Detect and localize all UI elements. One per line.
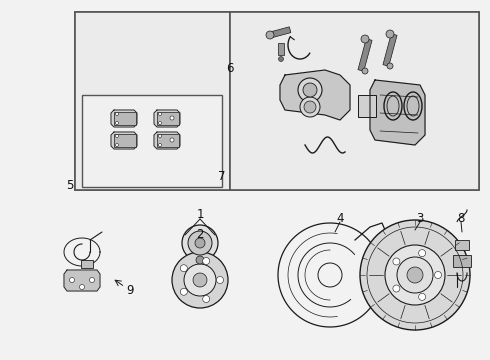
Polygon shape: [154, 132, 180, 149]
Bar: [358, 39, 372, 71]
Bar: [157, 112, 179, 125]
Circle shape: [116, 135, 119, 138]
Circle shape: [300, 97, 320, 117]
Text: 6: 6: [226, 62, 234, 75]
Circle shape: [158, 144, 162, 147]
Circle shape: [278, 57, 284, 62]
Bar: [82, 95, 222, 187]
Circle shape: [203, 257, 210, 265]
Circle shape: [196, 256, 204, 264]
Circle shape: [217, 276, 223, 284]
Bar: [75, 12, 479, 190]
Circle shape: [362, 68, 368, 74]
Circle shape: [170, 116, 174, 120]
Bar: [81, 260, 93, 268]
Circle shape: [418, 293, 426, 300]
Circle shape: [418, 249, 426, 257]
Circle shape: [303, 83, 317, 97]
Circle shape: [266, 31, 274, 39]
Circle shape: [79, 284, 84, 289]
Circle shape: [393, 258, 400, 265]
Circle shape: [435, 271, 441, 279]
Polygon shape: [111, 132, 137, 149]
Circle shape: [360, 220, 470, 330]
Bar: [230, 12, 479, 190]
Circle shape: [386, 30, 394, 38]
Bar: [453, 255, 471, 267]
Circle shape: [188, 231, 212, 255]
Polygon shape: [154, 110, 180, 127]
Text: 5: 5: [66, 179, 74, 192]
Circle shape: [158, 135, 162, 138]
Circle shape: [70, 278, 74, 283]
Bar: [114, 112, 136, 125]
Bar: [270, 27, 291, 38]
Text: 3: 3: [416, 212, 424, 225]
Text: 1: 1: [196, 207, 204, 220]
Circle shape: [387, 63, 393, 69]
Circle shape: [116, 122, 119, 125]
Bar: [278, 43, 284, 55]
Bar: [455, 240, 469, 250]
Circle shape: [195, 238, 205, 248]
Circle shape: [180, 288, 187, 295]
Circle shape: [180, 265, 187, 272]
Circle shape: [203, 296, 210, 302]
Circle shape: [193, 273, 207, 287]
Circle shape: [90, 278, 95, 283]
Circle shape: [170, 138, 174, 142]
Circle shape: [385, 245, 445, 305]
Text: 2: 2: [196, 228, 204, 240]
Polygon shape: [64, 270, 100, 291]
Circle shape: [304, 101, 316, 113]
Circle shape: [182, 225, 218, 261]
Polygon shape: [370, 80, 425, 145]
Bar: [383, 34, 397, 66]
Circle shape: [172, 252, 228, 308]
Circle shape: [158, 113, 162, 116]
Polygon shape: [111, 110, 137, 127]
Circle shape: [116, 113, 119, 116]
Circle shape: [116, 144, 119, 147]
Text: 9: 9: [126, 284, 134, 297]
Bar: [75, 12, 230, 190]
Bar: [358, 95, 376, 117]
Polygon shape: [280, 70, 350, 120]
Circle shape: [361, 35, 369, 43]
Circle shape: [397, 257, 433, 293]
Bar: [114, 134, 136, 147]
Circle shape: [298, 78, 322, 102]
Text: 7: 7: [218, 170, 226, 183]
Circle shape: [184, 264, 216, 296]
Bar: [157, 134, 179, 147]
Circle shape: [407, 267, 423, 283]
Circle shape: [393, 285, 400, 292]
Text: 4: 4: [336, 212, 344, 225]
Circle shape: [158, 122, 162, 125]
Text: 8: 8: [457, 212, 465, 225]
